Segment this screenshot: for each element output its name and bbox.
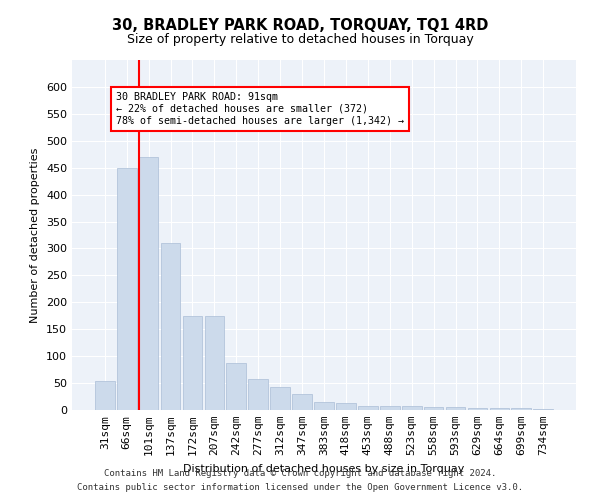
- Bar: [467, 408, 487, 410]
- Bar: [205, 316, 224, 410]
- Bar: [139, 157, 158, 410]
- Bar: [533, 409, 553, 410]
- Bar: [380, 406, 400, 410]
- Bar: [402, 406, 422, 410]
- Text: 30, BRADLEY PARK ROAD, TORQUAY, TQ1 4RD: 30, BRADLEY PARK ROAD, TORQUAY, TQ1 4RD: [112, 18, 488, 32]
- Text: Contains HM Land Registry data © Crown copyright and database right 2024.: Contains HM Land Registry data © Crown c…: [104, 468, 496, 477]
- Bar: [511, 408, 531, 410]
- Bar: [424, 408, 443, 410]
- Bar: [490, 408, 509, 410]
- Bar: [95, 382, 115, 410]
- Bar: [226, 363, 246, 410]
- Bar: [270, 387, 290, 410]
- Text: Size of property relative to detached houses in Torquay: Size of property relative to detached ho…: [127, 32, 473, 46]
- Bar: [161, 243, 181, 410]
- Bar: [314, 402, 334, 410]
- Y-axis label: Number of detached properties: Number of detached properties: [31, 148, 40, 322]
- Text: 30 BRADLEY PARK ROAD: 91sqm
← 22% of detached houses are smaller (372)
78% of se: 30 BRADLEY PARK ROAD: 91sqm ← 22% of det…: [116, 92, 404, 126]
- Bar: [336, 403, 356, 410]
- Bar: [446, 408, 466, 410]
- X-axis label: Distribution of detached houses by size in Torquay: Distribution of detached houses by size …: [184, 464, 464, 473]
- Bar: [182, 316, 202, 410]
- Bar: [358, 406, 378, 410]
- Bar: [248, 379, 268, 410]
- Bar: [117, 168, 137, 410]
- Bar: [292, 394, 312, 410]
- Text: Contains public sector information licensed under the Open Government Licence v3: Contains public sector information licen…: [77, 484, 523, 492]
